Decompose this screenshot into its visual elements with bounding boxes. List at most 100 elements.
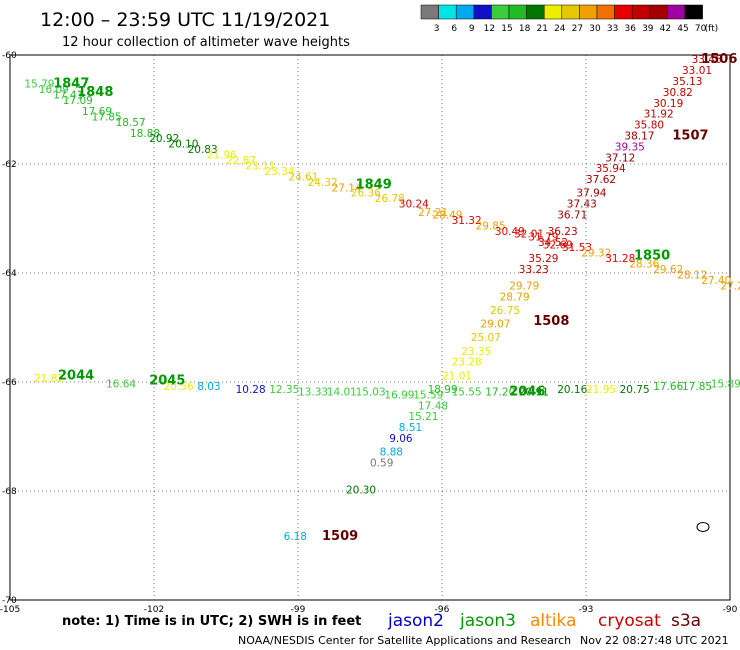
colorbar-swatch xyxy=(526,4,545,20)
x-tick-label: -90 xyxy=(723,605,738,615)
plot-area: -105 -102 -99 -96 -93 -90 -60 -62 -64 -66 -68 -70 15… xyxy=(0,51,740,615)
swh-point: 33.46 xyxy=(692,54,722,66)
swh-point: 17.41 xyxy=(53,90,83,102)
swh-point: 8.51 xyxy=(399,422,422,434)
swh-point: 34.52 xyxy=(538,237,568,249)
swh-point: 21.01 xyxy=(442,370,472,382)
swh-point: 15.79 xyxy=(24,79,54,91)
legend-s3a: s3a xyxy=(671,611,701,631)
swh-point: 16.64 xyxy=(106,378,136,390)
colorbar-label: 33 xyxy=(607,24,618,34)
swh-point: 27.24 xyxy=(720,280,740,292)
swh-point: 23.35 xyxy=(461,346,491,358)
swh-point: 8.88 xyxy=(380,447,403,459)
y-tick-label: -66 xyxy=(2,378,17,388)
swh-point: 30.19 xyxy=(653,98,683,110)
y-tick-label: -64 xyxy=(2,269,17,279)
swh-point: 9.06 xyxy=(389,433,413,445)
x-tick-label: -99 xyxy=(291,605,306,615)
swh-point: 29.32 xyxy=(581,248,611,260)
colorbar-swatch xyxy=(596,4,615,20)
legend-altika: altika xyxy=(530,611,577,631)
swh-point: 25.07 xyxy=(471,332,501,344)
x-tick-label: -96 xyxy=(435,605,450,615)
chart-title: 12:00 – 23:59 UTC 11/19/2021 xyxy=(40,9,330,31)
y-tick-label: -68 xyxy=(2,487,17,497)
swh-point: 20.30 xyxy=(346,485,376,497)
colorbar-label: 15 xyxy=(501,24,512,34)
legend-jason3: jason3 xyxy=(459,611,516,631)
colorbar-swatch xyxy=(561,4,580,20)
swh-point: 12.35 xyxy=(269,384,299,396)
colorbar-swatch xyxy=(438,4,457,20)
swh-point: 32.01 xyxy=(514,229,544,241)
swh-point: 31.53 xyxy=(562,242,592,254)
swh-point: 33.23 xyxy=(519,264,549,276)
swh-point: 15.89 xyxy=(711,378,740,390)
colorbar-label: 6 xyxy=(451,24,457,34)
swh-point: 0.59 xyxy=(370,457,393,469)
pass-time-label: 1506 xyxy=(701,52,737,67)
colorbar-label: 70 xyxy=(695,24,707,34)
swh-point: 17.85 xyxy=(92,111,122,123)
colorbar-swatch xyxy=(649,4,668,20)
swh-point: 21.96 xyxy=(207,150,237,162)
pass-time-label: 1847 xyxy=(53,77,89,92)
swh-point: 29.85 xyxy=(476,220,506,232)
swh-point: 33.01 xyxy=(682,65,712,77)
colorbar-label: 12 xyxy=(484,24,495,34)
colorbar-label: 24 xyxy=(554,24,566,34)
colorbar-label: 9 xyxy=(469,24,475,34)
swh-point: 31.92 xyxy=(644,109,674,121)
swh-point: 15.59 xyxy=(413,389,443,401)
colorbar-label: 18 xyxy=(519,24,531,34)
footer-credit: NOAA/NESDIS Center for Satellite Applica… xyxy=(238,634,571,647)
swh-point: 38.17 xyxy=(624,130,654,142)
swh-point: 37.43 xyxy=(567,199,597,211)
swh-point: 20.10 xyxy=(168,139,198,151)
y-tick-label: -62 xyxy=(2,160,17,170)
footer-timestamp: Nov 22 08:27:48 UTC 2021 xyxy=(580,634,729,647)
legend-jason2: jason2 xyxy=(387,611,444,631)
footer-note: note: 1) Time is in UTC; 2) SWH is in fe… xyxy=(62,614,361,629)
swh-point: 30.82 xyxy=(663,87,693,99)
pass-time-label: 1848 xyxy=(77,85,113,100)
swh-point: 35.80 xyxy=(634,120,664,132)
swh-point: 26.36 xyxy=(351,188,381,200)
swh-point: 20.83 xyxy=(188,144,218,156)
swh-point: 30.24 xyxy=(399,199,429,211)
x-tick-label: -102 xyxy=(144,605,164,615)
swh-point: 35.29 xyxy=(528,253,558,265)
swh-point: 35.13 xyxy=(672,76,702,88)
swh-point: 18.88 xyxy=(130,128,160,140)
pass-time-label: 1509 xyxy=(322,529,358,544)
swh-point: 17.66 xyxy=(653,381,683,393)
swh-point: 15.03 xyxy=(356,387,386,399)
swh-point: 13.33 xyxy=(298,387,328,399)
colorbar: 3 6 9 12 15 18 21 24 27 30 33 36 39 42 45 70(ft) xyxy=(420,4,719,34)
swh-point: 18.99 xyxy=(428,384,458,396)
pass-time-label: 2045 xyxy=(149,374,185,389)
colorbar-swatch xyxy=(631,4,651,20)
pass-time-label: 1850 xyxy=(634,248,670,263)
swh-point: 16.09 xyxy=(39,84,69,96)
colorbar-label: 45 xyxy=(677,24,688,34)
swh-point: 27.40 xyxy=(701,275,731,287)
swh-point: 29.07 xyxy=(480,319,510,331)
swh-point: 21.82 xyxy=(34,373,64,385)
swh-point: 18.57 xyxy=(116,117,146,129)
swh-point: 30.49 xyxy=(495,226,525,238)
colorbar-label: 42 xyxy=(660,24,671,34)
swh-point: 37.12 xyxy=(605,152,635,164)
swh-point: 17.48 xyxy=(418,400,448,412)
swh-point: 20.16 xyxy=(557,384,587,396)
swh-point: 27.21 xyxy=(418,207,448,219)
swh-point: 32.69 xyxy=(543,239,573,251)
colorbar-unit: (ft) xyxy=(705,24,719,34)
swh-point: 31.32 xyxy=(452,215,482,227)
x-tick-label: -93 xyxy=(579,605,594,615)
pass-time-label: 1849 xyxy=(356,178,392,193)
colorbar-swatch xyxy=(491,4,510,20)
swh-point: 20.92 xyxy=(149,133,179,145)
